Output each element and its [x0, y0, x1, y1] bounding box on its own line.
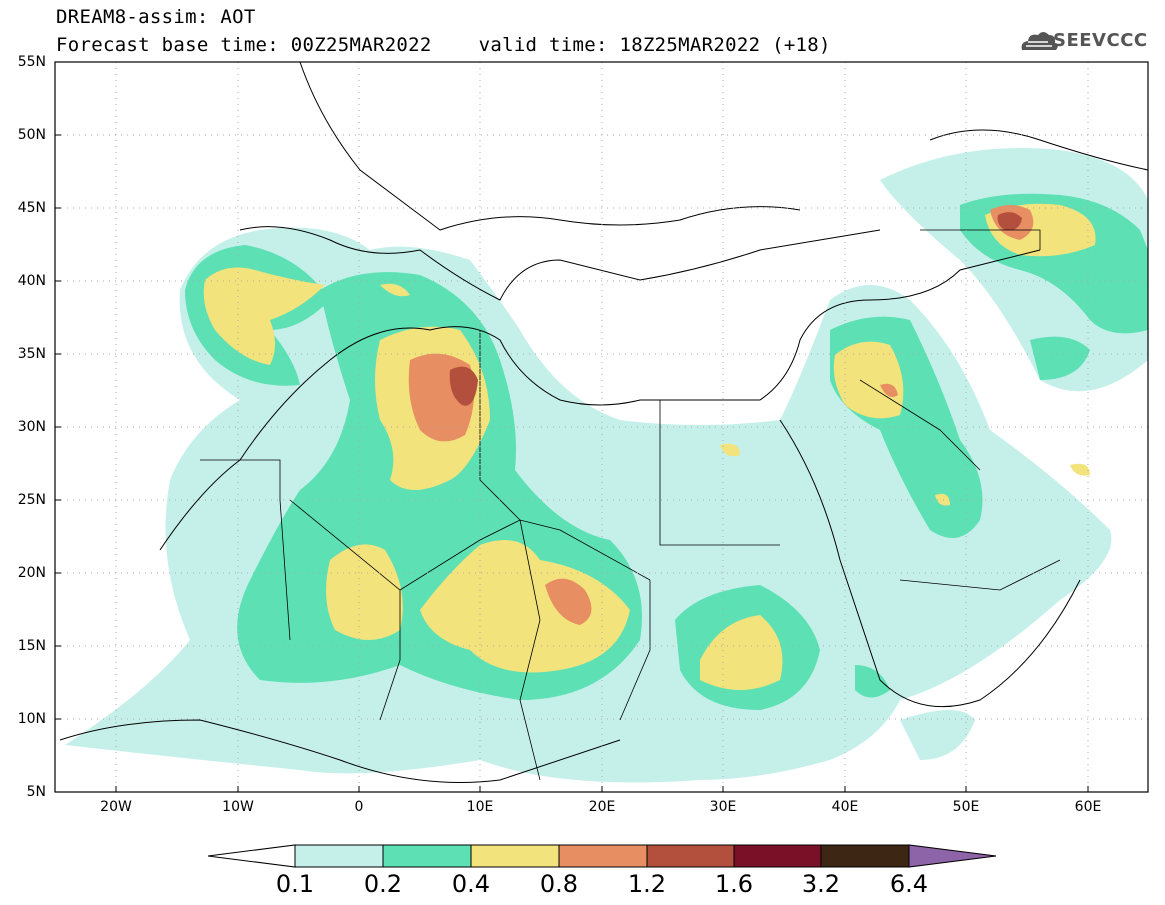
- lat-label: 10N: [17, 711, 46, 727]
- colorbar-segment-6: [733, 844, 822, 868]
- colorbar-segment-3: [470, 844, 560, 868]
- coastlines: [59, 62, 1148, 783]
- seevccc-logo: [1021, 32, 1058, 50]
- colorbar-under: [207, 844, 296, 868]
- colorbar-segment-7: [820, 844, 910, 868]
- axis-ticks: [55, 134, 1089, 792]
- grid-lines: [55, 62, 1148, 792]
- colorbar-segment-1: [294, 844, 384, 868]
- colorbar-segment-2: [382, 844, 472, 868]
- lat-label: 5N: [26, 784, 46, 800]
- aot-field: [55, 62, 1148, 792]
- aot-level-1-2: [449, 212, 1022, 406]
- colorbar-label: 0.2: [363, 870, 403, 898]
- colorbar-label: 6.4: [889, 870, 929, 898]
- lat-label: 50N: [17, 127, 46, 143]
- lon-label: 20W: [100, 799, 132, 815]
- lon-label: 10E: [466, 799, 494, 815]
- lon-label: 60E: [1074, 799, 1102, 815]
- colorbar-segment-4: [558, 844, 648, 868]
- lon-label: 10W: [222, 799, 254, 815]
- lon-label: 50E: [952, 799, 980, 815]
- logo-text: SEEVCCC: [1053, 30, 1148, 51]
- colorbar: [207, 844, 997, 868]
- lat-label: 55N: [17, 54, 46, 70]
- forecast-time-line: Forecast base time: 00Z25MAR2022 valid t…: [56, 34, 831, 56]
- lat-label: 25N: [17, 492, 46, 508]
- lat-label: 30N: [17, 419, 46, 435]
- map-title: DREAM8-assim: AOT: [56, 6, 256, 28]
- colorbar-label: 1.2: [627, 870, 667, 898]
- colorbar-label: 0.4: [451, 870, 491, 898]
- lat-label: 35N: [17, 346, 46, 362]
- lon-label: 30E: [709, 799, 737, 815]
- colorbar-label: 1.6: [714, 870, 754, 898]
- colorbar-over: [908, 844, 997, 868]
- colorbar-label: 3.2: [801, 870, 841, 898]
- colorbar-label: 0.8: [539, 870, 579, 898]
- lat-label: 40N: [17, 273, 46, 289]
- lon-label: 0: [354, 799, 364, 815]
- lon-label: 40E: [831, 799, 859, 815]
- colorbar-label: 0.1: [275, 870, 315, 898]
- lon-label: 20E: [588, 799, 616, 815]
- colorbar-segment-5: [646, 844, 735, 868]
- lat-label: 45N: [17, 200, 46, 216]
- lat-label: 20N: [17, 565, 46, 581]
- lat-label: 15N: [17, 638, 46, 654]
